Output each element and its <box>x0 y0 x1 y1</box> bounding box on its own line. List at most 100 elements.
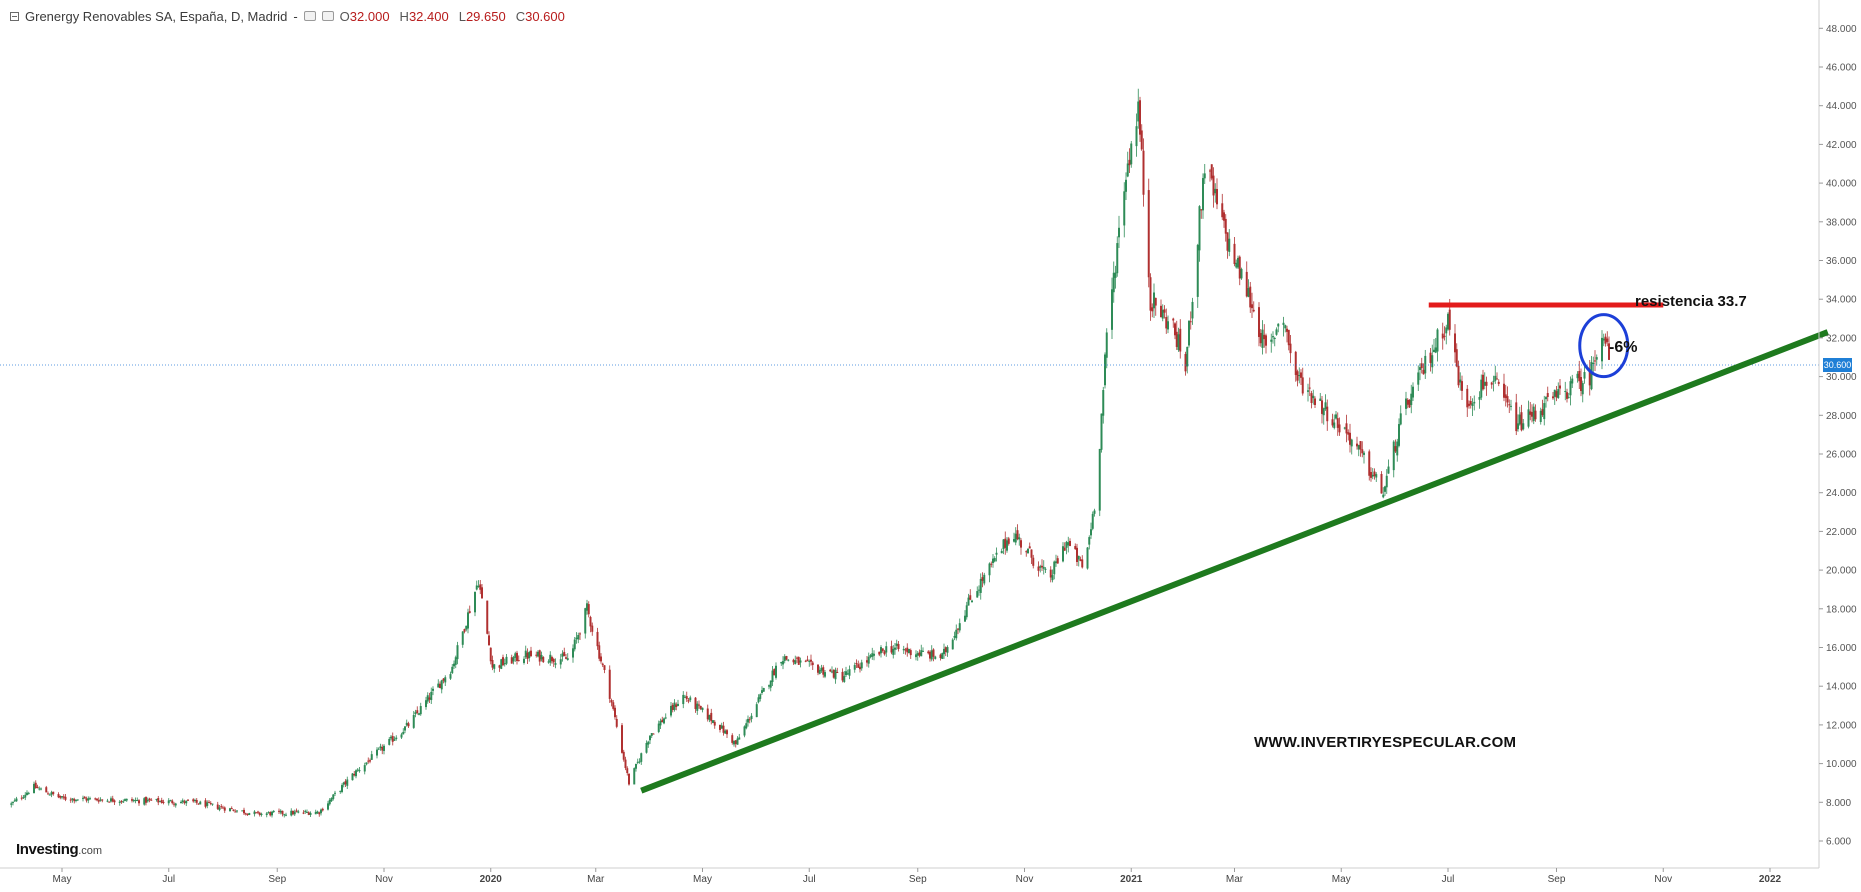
candle-body <box>880 647 882 654</box>
candle-body <box>157 798 160 803</box>
candle-body <box>734 740 737 744</box>
candle-body <box>1350 439 1353 447</box>
candle-body <box>750 715 753 720</box>
candle-body <box>1062 546 1064 562</box>
candle-body <box>318 812 321 815</box>
candle-body <box>1408 399 1411 408</box>
candle-body <box>334 792 336 794</box>
candle-body <box>524 650 527 658</box>
candle-body <box>1307 390 1309 392</box>
candle-body <box>958 623 961 631</box>
candle-body <box>1000 551 1003 554</box>
ohlc-low: L29.650 <box>458 8 506 24</box>
candle-body <box>600 656 602 662</box>
candle-body <box>1032 557 1035 566</box>
candle-body <box>230 808 233 810</box>
candle-body <box>1090 529 1092 536</box>
candle-body <box>1443 335 1446 337</box>
candle-body <box>708 714 711 720</box>
candle-body <box>1196 244 1199 297</box>
candle-body <box>1137 101 1140 122</box>
candle-body <box>1216 189 1218 205</box>
candle-body <box>1186 346 1189 367</box>
candle-body <box>232 809 235 811</box>
candle-body <box>1177 334 1180 351</box>
candle-body <box>1469 401 1472 405</box>
candle-body <box>402 731 405 735</box>
candle-body <box>50 792 53 795</box>
candle-body <box>498 665 501 668</box>
candle-body <box>1189 321 1192 323</box>
candle-body <box>1179 328 1182 352</box>
candle-body <box>1238 256 1241 279</box>
candle-body <box>780 661 783 664</box>
candle-body <box>1576 373 1579 379</box>
candle-body <box>89 798 91 800</box>
candle-body <box>1202 178 1204 211</box>
candle-body <box>1251 304 1253 309</box>
collapse-icon[interactable] <box>10 11 19 21</box>
candle-body <box>1065 541 1068 548</box>
candle-body <box>831 671 833 673</box>
candle-body <box>677 703 679 706</box>
candle-body <box>549 654 552 663</box>
x-tick-label: Mar <box>587 874 605 885</box>
candle-body <box>1105 332 1108 358</box>
candle-body <box>1126 163 1129 177</box>
candle-body <box>316 811 319 814</box>
candle-body <box>75 799 77 801</box>
x-tick-label: Sep <box>909 874 927 885</box>
candle-body <box>283 814 286 816</box>
candle-body <box>132 800 135 802</box>
candle-body <box>474 591 476 613</box>
settings-icon[interactable] <box>321 11 334 21</box>
candle-body <box>1583 372 1586 379</box>
candle-body <box>82 797 84 799</box>
candle-body <box>1258 307 1260 337</box>
candle-body <box>1042 566 1045 569</box>
candle-body <box>162 801 165 803</box>
candle-body <box>1214 188 1217 194</box>
candle-body <box>615 718 618 727</box>
candle-body <box>755 704 758 718</box>
candle-body <box>661 719 664 723</box>
candle-body <box>279 810 282 813</box>
candle-body <box>327 803 329 810</box>
candle-body <box>1212 175 1215 196</box>
candle-body <box>1518 414 1521 425</box>
y-tick-label: 24.000 <box>1826 488 1857 499</box>
candle-body <box>584 608 587 634</box>
symbol-title: Grenergy Renovables SA, España, D, Madri… <box>25 8 288 24</box>
candle-body <box>185 800 188 804</box>
candle-body <box>1098 448 1101 511</box>
candle-body <box>1482 374 1484 390</box>
candle-body <box>1025 551 1028 553</box>
candle-body <box>636 761 639 763</box>
candle-body <box>461 631 464 645</box>
candle-body <box>1041 565 1043 568</box>
candle-body <box>379 746 382 749</box>
candle-body <box>572 648 574 658</box>
candle-body <box>1027 548 1029 554</box>
candle-body <box>526 652 529 659</box>
candle-body <box>1175 331 1178 347</box>
candle-body <box>1454 333 1456 353</box>
candle-body <box>332 794 335 799</box>
candle-body <box>710 712 713 722</box>
candle-body <box>1490 382 1493 385</box>
candle-body <box>1240 268 1243 279</box>
candle-body <box>1592 362 1595 364</box>
ohlc-high: H32.400 <box>399 8 449 24</box>
candle-body <box>45 787 48 793</box>
candle-body <box>1077 555 1080 560</box>
candle-body <box>456 645 459 660</box>
candle-body <box>1447 313 1449 330</box>
candle-body <box>1356 443 1358 447</box>
candle-body <box>1116 243 1119 274</box>
candle-body <box>1188 320 1190 346</box>
candle-body <box>1165 316 1168 329</box>
candle-body <box>391 736 394 742</box>
eye-icon[interactable] <box>303 11 316 21</box>
candle-body <box>817 664 819 673</box>
